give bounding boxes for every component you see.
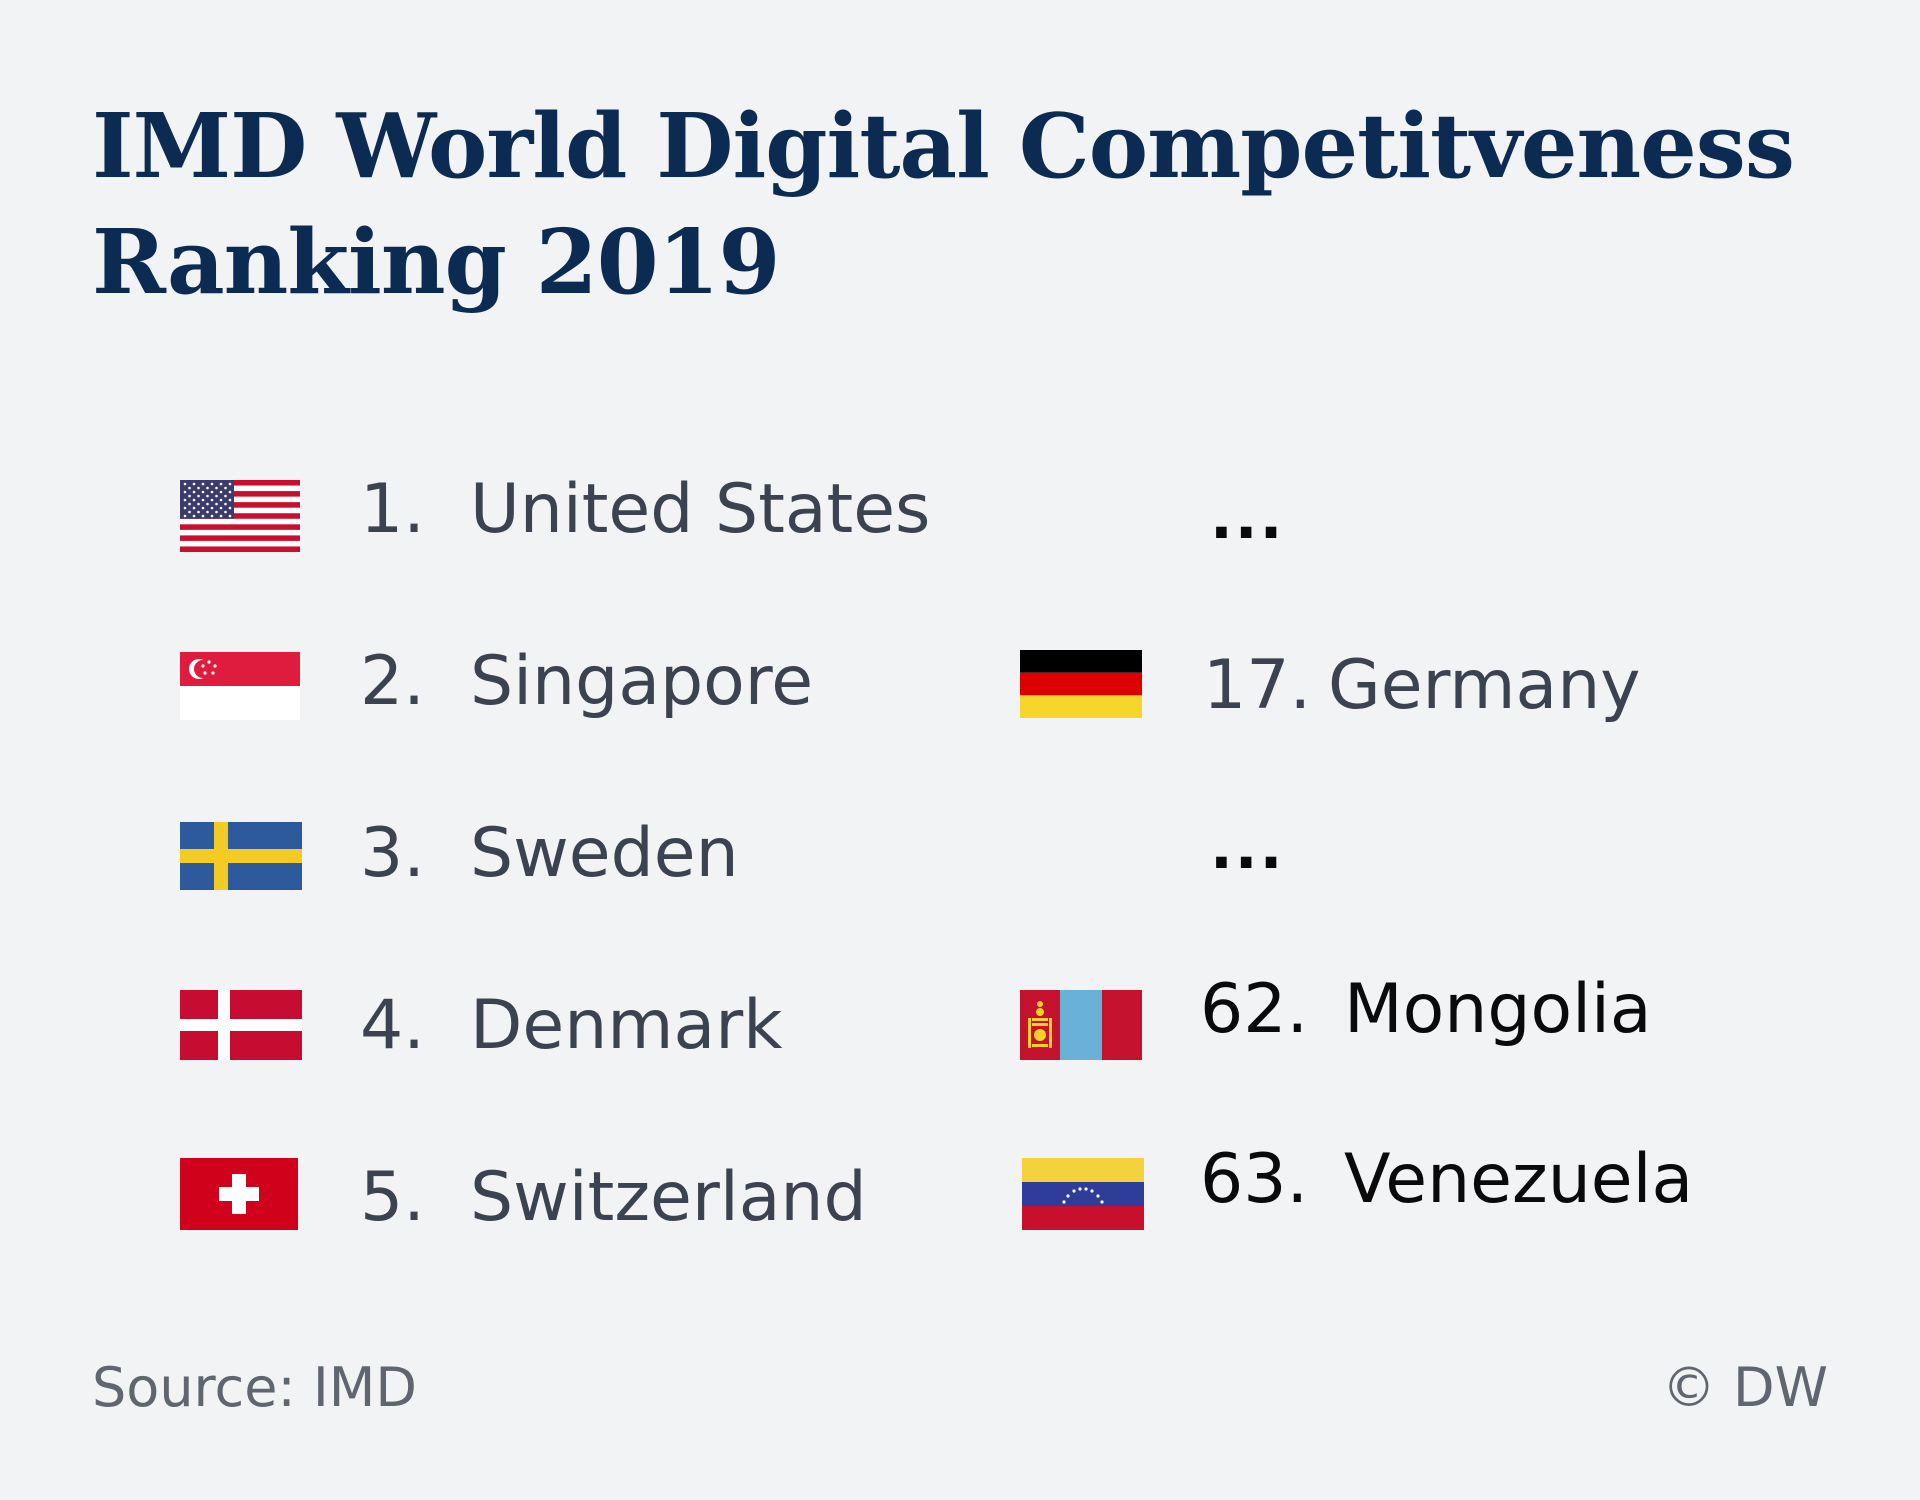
country-name: United States — [470, 470, 931, 549]
sweden-flag-icon — [180, 822, 302, 890]
country-name: Switzerland — [470, 1158, 867, 1237]
mongolia-flag-icon — [1020, 990, 1142, 1060]
title-line-2: Ranking 2019 — [92, 209, 780, 314]
ellipsis: ... — [1210, 483, 1285, 553]
rank-number: 1. — [360, 470, 425, 549]
germany-flag-icon — [1020, 650, 1142, 718]
singapore-flag-icon — [180, 652, 300, 720]
copyright-label: © DW — [1661, 1356, 1828, 1419]
country-name: Germany — [1328, 646, 1641, 725]
venezuela-flag-icon — [1022, 1158, 1144, 1230]
rank-number: 4. — [360, 986, 425, 1065]
country-name: Singapore — [470, 642, 814, 721]
country-name: Mongolia — [1344, 970, 1652, 1049]
country-name: Sweden — [470, 814, 739, 893]
rank-number: 17. — [1203, 646, 1312, 725]
country-name: Denmark — [470, 986, 783, 1065]
country-name: Venezuela — [1344, 1140, 1694, 1219]
page-title: IMD World Digital Competitveness Ranking… — [92, 88, 1795, 320]
us-flag-icon — [180, 480, 300, 552]
rank-number: 2. — [360, 642, 425, 721]
rank-number: 3. — [360, 814, 425, 893]
switzerland-flag-icon — [180, 1158, 298, 1230]
title-line-1: IMD World Digital Competitveness — [92, 93, 1795, 198]
source-label: Source: IMD — [92, 1356, 417, 1419]
rank-number: 63. — [1200, 1140, 1309, 1219]
rank-number: 62. — [1200, 970, 1309, 1049]
rank-number: 5. — [360, 1158, 425, 1237]
denmark-flag-icon — [180, 990, 302, 1060]
ellipsis: ... — [1210, 813, 1285, 883]
